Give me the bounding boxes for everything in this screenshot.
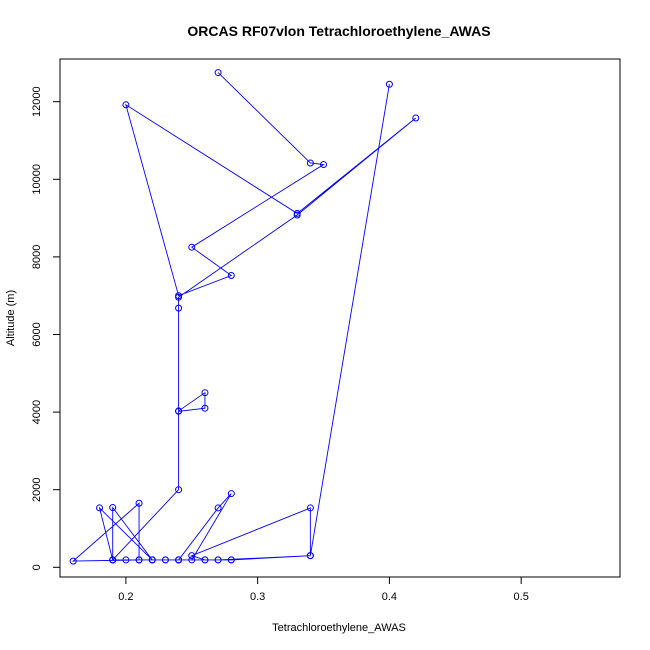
y-tick-label: 12000 <box>31 86 43 117</box>
data-point <box>385 80 393 88</box>
data-point <box>227 272 235 280</box>
data-point <box>122 556 130 564</box>
data-point <box>306 504 314 512</box>
data-point <box>175 556 183 564</box>
data-point <box>293 211 301 219</box>
y-axis-label: Altitude (m) <box>5 290 17 346</box>
chart-title: ORCAS RF07vlon Tetrachloroethylene_AWAS <box>187 23 490 39</box>
data-point <box>227 490 235 498</box>
y-axis: 0 2000 4000 6000 8000 10000 12000 <box>31 86 61 570</box>
y-tick-label: 8000 <box>31 245 43 269</box>
data-point <box>175 486 183 494</box>
data-point <box>320 161 328 169</box>
data-point <box>109 504 117 512</box>
y-tick-label: 4000 <box>31 400 43 424</box>
data-point <box>214 69 222 77</box>
y-tick-label: 10000 <box>31 164 43 195</box>
data-point <box>148 556 156 564</box>
data-point <box>201 389 209 397</box>
data-point <box>214 504 222 512</box>
plot-frame <box>59 58 621 578</box>
x-axis: 0.2 0.3 0.4 0.5 <box>118 576 529 603</box>
data-point <box>175 304 183 312</box>
data-point <box>175 407 183 415</box>
x-tick-label: 0.4 <box>382 591 397 603</box>
data-point <box>188 556 196 564</box>
data-point <box>96 504 104 512</box>
data-point <box>109 556 117 564</box>
data-point <box>188 552 196 560</box>
x-tick-label: 0.2 <box>118 591 133 603</box>
y-tick-label: 6000 <box>31 322 43 346</box>
data-point <box>201 556 209 564</box>
series-line <box>71 72 417 562</box>
data-point <box>227 556 235 564</box>
data-point <box>69 557 77 565</box>
data-point <box>135 556 143 564</box>
y-tick-label: 2000 <box>31 477 43 501</box>
data-point <box>214 556 222 564</box>
data-point <box>412 114 420 122</box>
data-point <box>175 293 183 301</box>
data-point <box>188 243 196 251</box>
data-point <box>135 499 143 507</box>
x-tick-label: 0.3 <box>250 591 265 603</box>
series-layer <box>69 69 420 565</box>
data-point <box>201 404 209 412</box>
data-point <box>306 159 314 167</box>
data-point <box>306 552 314 560</box>
data-point <box>122 101 130 109</box>
y-tick-label: 0 <box>31 564 43 570</box>
x-tick-label: 0.5 <box>514 591 529 603</box>
x-axis-label: Tetrachloroethylene_AWAS <box>272 622 406 634</box>
data-point <box>161 556 169 564</box>
